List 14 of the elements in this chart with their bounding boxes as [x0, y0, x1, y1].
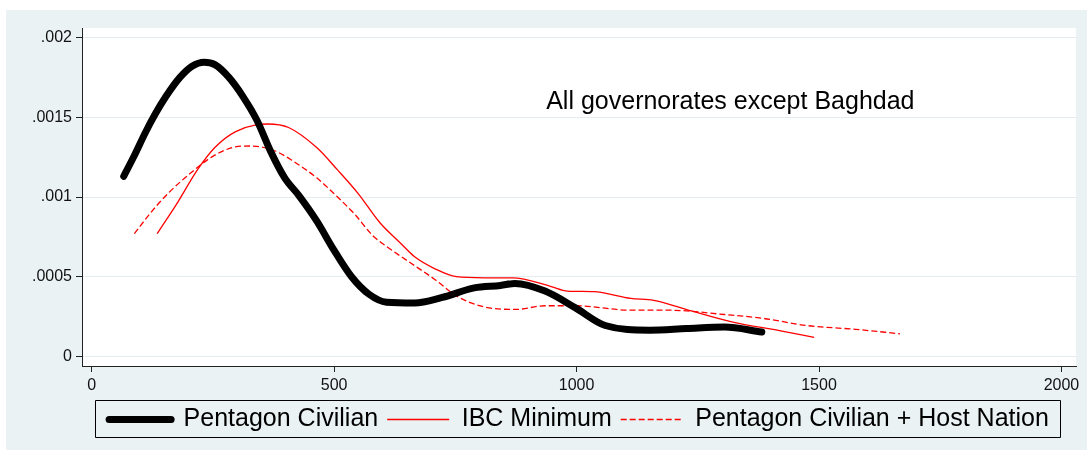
y-tick-label: .0005: [31, 267, 73, 285]
y-tick-label: .002: [40, 27, 73, 45]
x-tick-label: 1000: [558, 376, 595, 394]
x-tick-label: 0: [87, 376, 97, 394]
annotation: All governorates except Baghdad: [546, 85, 915, 114]
legend-label: Pentagon Civilian + Host Nation: [695, 403, 1049, 432]
y-tick-label: .001: [40, 187, 73, 205]
x-tick-label: 500: [320, 376, 348, 394]
legend-label: IBC Minimum: [461, 403, 612, 432]
y-tick-label: .0015: [31, 107, 73, 125]
x-tick-label: 2000: [1043, 376, 1080, 394]
x-tick-label: 1500: [801, 376, 837, 394]
legend-label: Pentagon Civilian: [183, 403, 379, 432]
y-tick-label: 0: [63, 346, 73, 364]
